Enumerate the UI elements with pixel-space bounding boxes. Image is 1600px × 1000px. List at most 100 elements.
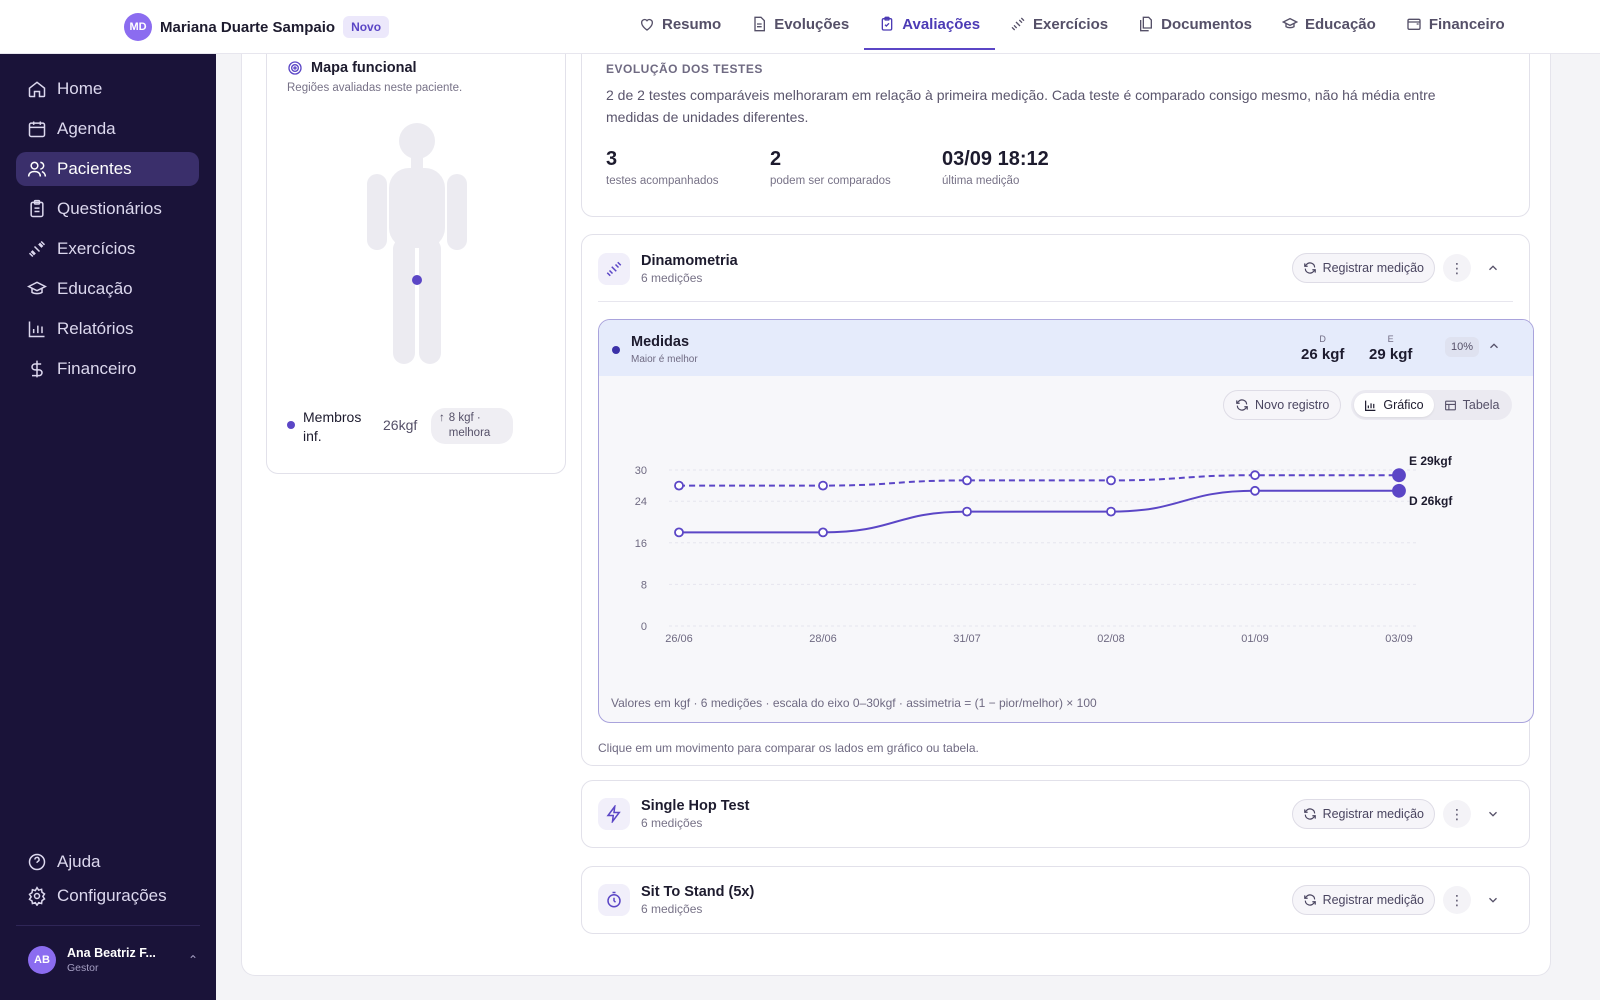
test-header[interactable]: Sit To Stand (5x) 6 medições xyxy=(598,884,754,916)
sidebar-item-configuracoes[interactable]: Configurações xyxy=(16,879,199,913)
tab-resumo[interactable]: Resumo xyxy=(624,0,736,50)
chart-footnote: Valores em kgf · 6 medições · escala do … xyxy=(611,696,1097,710)
tab-exercicios[interactable]: Exercícios xyxy=(995,0,1123,50)
test-count: 6 medições xyxy=(641,816,703,830)
stat-value: 2 xyxy=(770,148,782,170)
region-marker[interactable] xyxy=(412,275,422,285)
sidebar-divider xyxy=(16,925,200,926)
timer-icon xyxy=(598,884,630,916)
register-measurement-button[interactable]: Registrar medição xyxy=(1291,253,1435,283)
status-badge: Novo xyxy=(343,16,390,38)
sidebar-item-ajuda[interactable]: Ajuda xyxy=(16,845,199,879)
chevron-up-icon[interactable] xyxy=(1487,339,1501,358)
test-card-sit-to-stand: Sit To Stand (5x) 6 medições Registrar m… xyxy=(581,866,1530,934)
x-tick-label: 26/06 xyxy=(665,633,693,645)
region-change-badge: ↑ 8 kgf · melhora xyxy=(431,408,513,444)
stat-item: 03/09 18:12 última medição xyxy=(942,148,1049,187)
view-toggle: Gráfico Tabela xyxy=(1351,390,1513,420)
test-header[interactable]: Dinamometria 6 medições xyxy=(598,253,738,285)
evolution-text: 2 de 2 testes comparáveis melhoraram em … xyxy=(606,87,1436,125)
dumbbell-icon xyxy=(1011,17,1025,31)
chevron-down-icon[interactable] xyxy=(1479,886,1507,914)
tab-financeiro[interactable]: Financeiro xyxy=(1391,0,1520,50)
sidebar-item-home[interactable]: Home xyxy=(16,72,199,106)
button-label: Novo registro xyxy=(1255,398,1330,412)
sidebar-item-relatorios[interactable]: Relatórios xyxy=(16,312,199,346)
y-tick-label: 24 xyxy=(635,496,647,508)
tab-label: Resumo xyxy=(662,15,722,33)
help-circle-icon xyxy=(28,853,46,871)
test-actions: Registrar medição ⋮ xyxy=(1291,799,1507,829)
side-key: D xyxy=(1319,334,1326,344)
sidebar-item-educacao[interactable]: Educação xyxy=(16,272,199,306)
sidebar-item-label: Relatórios xyxy=(57,319,134,338)
sidebar-item-questionarios[interactable]: Questionários xyxy=(16,192,199,226)
tab-avaliacoes[interactable]: Avaliações xyxy=(864,0,996,50)
test-header[interactable]: Single Hop Test 6 medições xyxy=(598,798,750,830)
button-label: Registrar medição xyxy=(1322,807,1424,821)
sidebar-item-financeiro[interactable]: Financeiro xyxy=(16,352,199,386)
data-point xyxy=(674,527,684,538)
sidebar-item-pacientes[interactable]: Pacientes xyxy=(16,152,199,186)
users-icon xyxy=(27,161,47,177)
data-point xyxy=(1250,470,1260,481)
heart-icon xyxy=(641,18,653,31)
region-name: Membros inf. xyxy=(303,409,362,444)
sidebar-item-agenda[interactable]: Agenda xyxy=(16,112,199,146)
top-header: MD Mariana Duarte Sampaio Novo Resumo Ev… xyxy=(0,0,1600,54)
tab-evolucoes[interactable]: Evoluções xyxy=(736,0,864,50)
measure-header[interactable]: Medidas Maior é melhor D 26 kgf E 29 kgf… xyxy=(599,320,1533,376)
user-role: Gestor xyxy=(67,962,99,974)
sidebar-item-label: Educação xyxy=(57,279,133,298)
data-point xyxy=(962,506,972,517)
sidebar-item-label: Questionários xyxy=(57,199,162,218)
tab-label: Financeiro xyxy=(1428,15,1505,33)
more-options-icon[interactable]: ⋮ xyxy=(1443,886,1471,914)
home-icon xyxy=(28,81,46,98)
bar-chart-icon xyxy=(28,321,45,338)
view-table-button[interactable]: Tabela xyxy=(1434,393,1510,417)
chart-controls: Novo registro Gráfico Tabela xyxy=(1223,390,1513,420)
test-name: Sit To Stand (5x) xyxy=(641,884,755,900)
sidebar-item-label: Ajuda xyxy=(57,852,101,871)
data-point xyxy=(818,527,828,538)
patient-tabs: Resumo Evoluções Avaliações Exercícios D… xyxy=(624,0,1520,54)
new-record-button[interactable]: Novo registro xyxy=(1223,390,1342,420)
x-tick-label: 03/09 xyxy=(1385,633,1413,645)
measure-name: Medidas xyxy=(631,334,690,350)
region-value: 26kgf xyxy=(383,417,418,433)
sidebar-item-label: Configurações xyxy=(57,886,167,905)
main-content: Mapa funcional Regiões avaliadas neste p… xyxy=(241,54,1551,976)
bar-chart-icon xyxy=(1365,400,1376,411)
hint-text: Clique em um movimento para comparar os … xyxy=(598,741,979,755)
tab-educacao[interactable]: Educação xyxy=(1267,0,1391,50)
stat-label: podem ser comparados xyxy=(770,175,891,187)
stat-label: testes acompanhados xyxy=(606,175,719,187)
sidebar-nav: Home Agenda Pacientes Questionários Exer… xyxy=(16,72,199,392)
tab-documentos[interactable]: Documentos xyxy=(1123,0,1267,50)
calendar-icon xyxy=(28,121,46,138)
body-figure xyxy=(367,123,467,364)
graduation-cap-icon xyxy=(1281,17,1298,29)
x-tick-label: 02/08 xyxy=(1097,633,1125,645)
avatar: AB xyxy=(28,946,56,974)
register-measurement-button[interactable]: Registrar medição xyxy=(1291,799,1435,829)
register-measurement-button[interactable]: Registrar medição xyxy=(1291,885,1435,915)
user-menu[interactable]: AB Ana Beatriz F... Gestor ⌃ xyxy=(28,946,198,974)
wallet-icon xyxy=(1407,18,1421,30)
sidebar-item-exercicios[interactable]: Exercícios xyxy=(16,232,199,266)
more-options-icon[interactable]: ⋮ xyxy=(1443,800,1471,828)
chevron-up-icon[interactable] xyxy=(1479,254,1507,282)
measure-dot xyxy=(612,346,620,354)
test-name: Single Hop Test xyxy=(641,798,750,814)
sidebar-item-label: Exercícios xyxy=(57,239,136,258)
data-point xyxy=(674,480,684,491)
view-chart-button[interactable]: Gráfico xyxy=(1354,393,1434,417)
region-item[interactable]: Membros inf. 26kgf ↑ 8 kgf · melhora xyxy=(287,408,547,446)
more-options-icon[interactable]: ⋮ xyxy=(1443,254,1471,282)
x-tick-label: 28/06 xyxy=(809,633,837,645)
tab-label: Exercícios xyxy=(1033,15,1109,33)
patient-avatar: MD xyxy=(124,13,152,41)
asymmetry-badge: 10% xyxy=(1445,337,1480,357)
chevron-down-icon[interactable] xyxy=(1479,800,1507,828)
